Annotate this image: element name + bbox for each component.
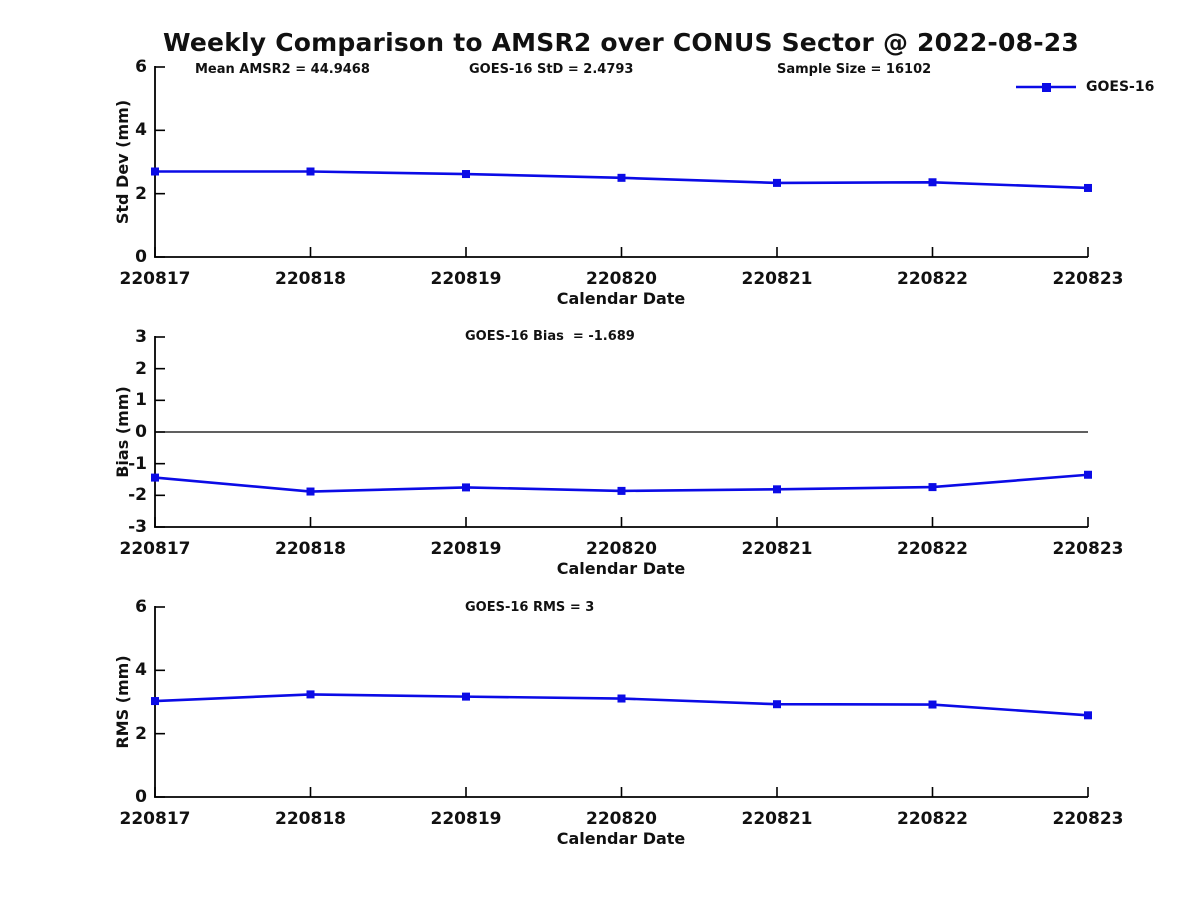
x-tick-label: 220819 — [430, 269, 502, 289]
y-tick-label: 6 — [135, 57, 147, 77]
data-point-marker — [928, 483, 937, 492]
data-point-marker — [928, 700, 937, 709]
data-point-marker — [617, 173, 626, 182]
data-point-marker — [151, 697, 159, 706]
data-point-marker — [617, 486, 626, 495]
x-tick-label: 220823 — [1052, 809, 1124, 829]
y-tick-label: 0 — [135, 787, 147, 807]
y-tick-label: 4 — [135, 660, 147, 681]
y-tick-label: 4 — [135, 120, 147, 141]
x-tick-label: 220818 — [275, 539, 346, 559]
data-point-marker — [151, 473, 159, 482]
data-point-marker — [306, 487, 315, 496]
data-point-marker — [928, 178, 937, 187]
annotation-goes16-std: GOES-16 StD = 2.4793 — [469, 62, 634, 77]
x-tick-label: 220818 — [275, 269, 346, 289]
y-tick-label: -1 — [128, 453, 147, 474]
legend-line-icon — [1016, 83, 1076, 92]
y-tick-label: -3 — [128, 517, 147, 537]
legend: GOES-16 — [1014, 79, 1154, 95]
y-tick-label: -2 — [128, 485, 147, 506]
data-point-marker — [617, 694, 626, 703]
data-point-marker — [1084, 470, 1092, 479]
y-tick-label: 0 — [135, 247, 147, 267]
y-tick-label: 6 — [135, 597, 147, 617]
x-tick-label: 220822 — [897, 809, 968, 829]
data-point-marker — [773, 485, 781, 494]
x-tick-label: 220817 — [119, 539, 191, 559]
data-point-marker — [773, 178, 781, 187]
x-tick-label: 220820 — [586, 809, 657, 829]
y-tick-label: 2 — [135, 358, 147, 379]
x-tick-label: 220817 — [119, 269, 191, 289]
x-tick-label: 220821 — [741, 539, 813, 559]
annotation-mean-amsr2: Mean AMSR2 = 44.9468 — [195, 62, 370, 77]
y-tick-label: 0 — [135, 422, 147, 442]
x-tick-label: 220822 — [897, 269, 968, 289]
x-axis-label-bias: Calendar Date — [556, 559, 686, 578]
y-axis-label-rms: RMS (mm) — [113, 655, 132, 749]
chart-stddev — [151, 66, 1092, 258]
annotation-sample-size: Sample Size = 16102 — [777, 62, 932, 77]
figure-title: Weekly Comparison to AMSR2 over CONUS Se… — [163, 28, 1079, 57]
annotation-goes16-rms: GOES-16 RMS = 3 — [465, 600, 595, 615]
data-point-marker — [462, 483, 470, 492]
chart-bias — [151, 336, 1092, 528]
data-point-marker — [773, 700, 781, 709]
x-axis-label-stddev: Calendar Date — [556, 289, 686, 308]
data-point-marker — [462, 692, 470, 701]
x-tick-label: 220820 — [586, 539, 657, 559]
data-point-marker — [1084, 711, 1092, 720]
x-axis-label-rms: Calendar Date — [556, 829, 686, 848]
x-tick-label: 220819 — [430, 539, 502, 559]
x-tick-label: 220817 — [119, 809, 191, 829]
annotation-goes16-bias: GOES-16 Bias = -1.689 — [465, 329, 635, 344]
y-axis-label-stddev: Std Dev (mm) — [113, 99, 132, 225]
x-tick-label: 220820 — [586, 269, 657, 289]
y-tick-label: 2 — [135, 183, 147, 204]
data-point-marker — [462, 170, 470, 179]
data-point-marker — [1084, 183, 1092, 192]
x-tick-label: 220823 — [1052, 539, 1124, 559]
legend-label: GOES-16 — [1086, 79, 1155, 95]
x-tick-label: 220823 — [1052, 269, 1124, 289]
x-tick-label: 220821 — [741, 269, 813, 289]
x-tick-label: 220819 — [430, 809, 502, 829]
x-tick-label: 220821 — [741, 809, 813, 829]
y-tick-label: 1 — [135, 390, 147, 411]
y-tick-label: 3 — [135, 327, 147, 347]
data-point-marker — [306, 167, 315, 176]
data-point-marker — [151, 167, 159, 176]
data-point-marker — [306, 690, 315, 699]
chart-rms — [151, 606, 1092, 798]
y-tick-label: 2 — [135, 723, 147, 744]
x-tick-label: 220818 — [275, 809, 346, 829]
x-tick-label: 220822 — [897, 539, 968, 559]
